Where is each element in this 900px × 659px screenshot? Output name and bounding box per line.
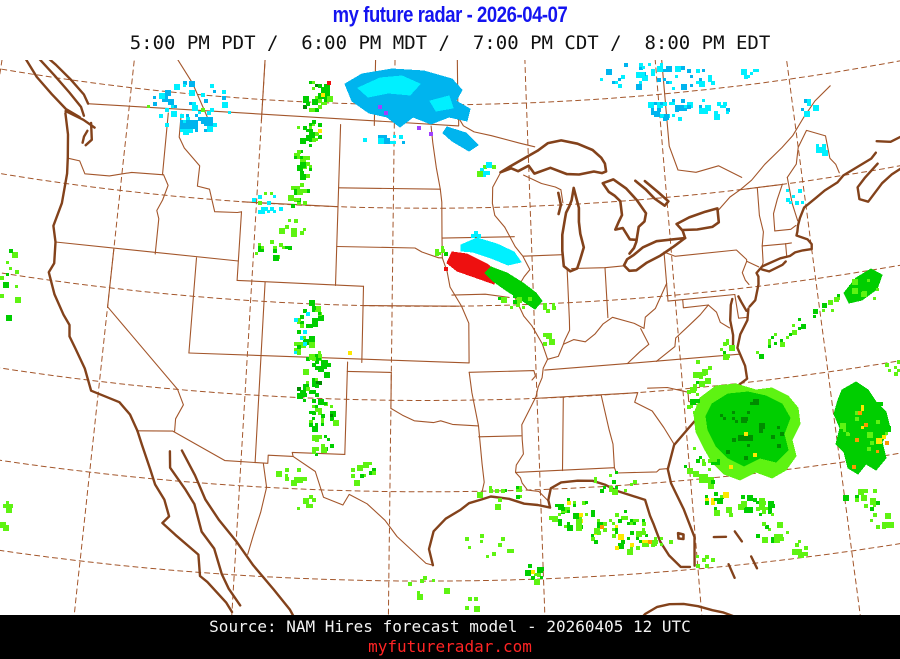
footer-bar: Source: NAM Hires forecast model - 20260…	[0, 615, 900, 659]
rivers	[504, 85, 831, 502]
page-title: my future radar - 2026-04-07	[332, 2, 568, 27]
coastlines	[24, 60, 900, 615]
radar-echoes	[0, 63, 900, 612]
great-lakes	[499, 139, 721, 541]
website-link[interactable]: myfutureradar.com	[368, 637, 532, 656]
timezone-times-label: 5:00 PM PDT / 6:00 PM MDT / 7:00 PM CDT …	[129, 32, 771, 54]
source-model-label: Source: NAM Hires forecast model - 20260…	[209, 617, 691, 636]
